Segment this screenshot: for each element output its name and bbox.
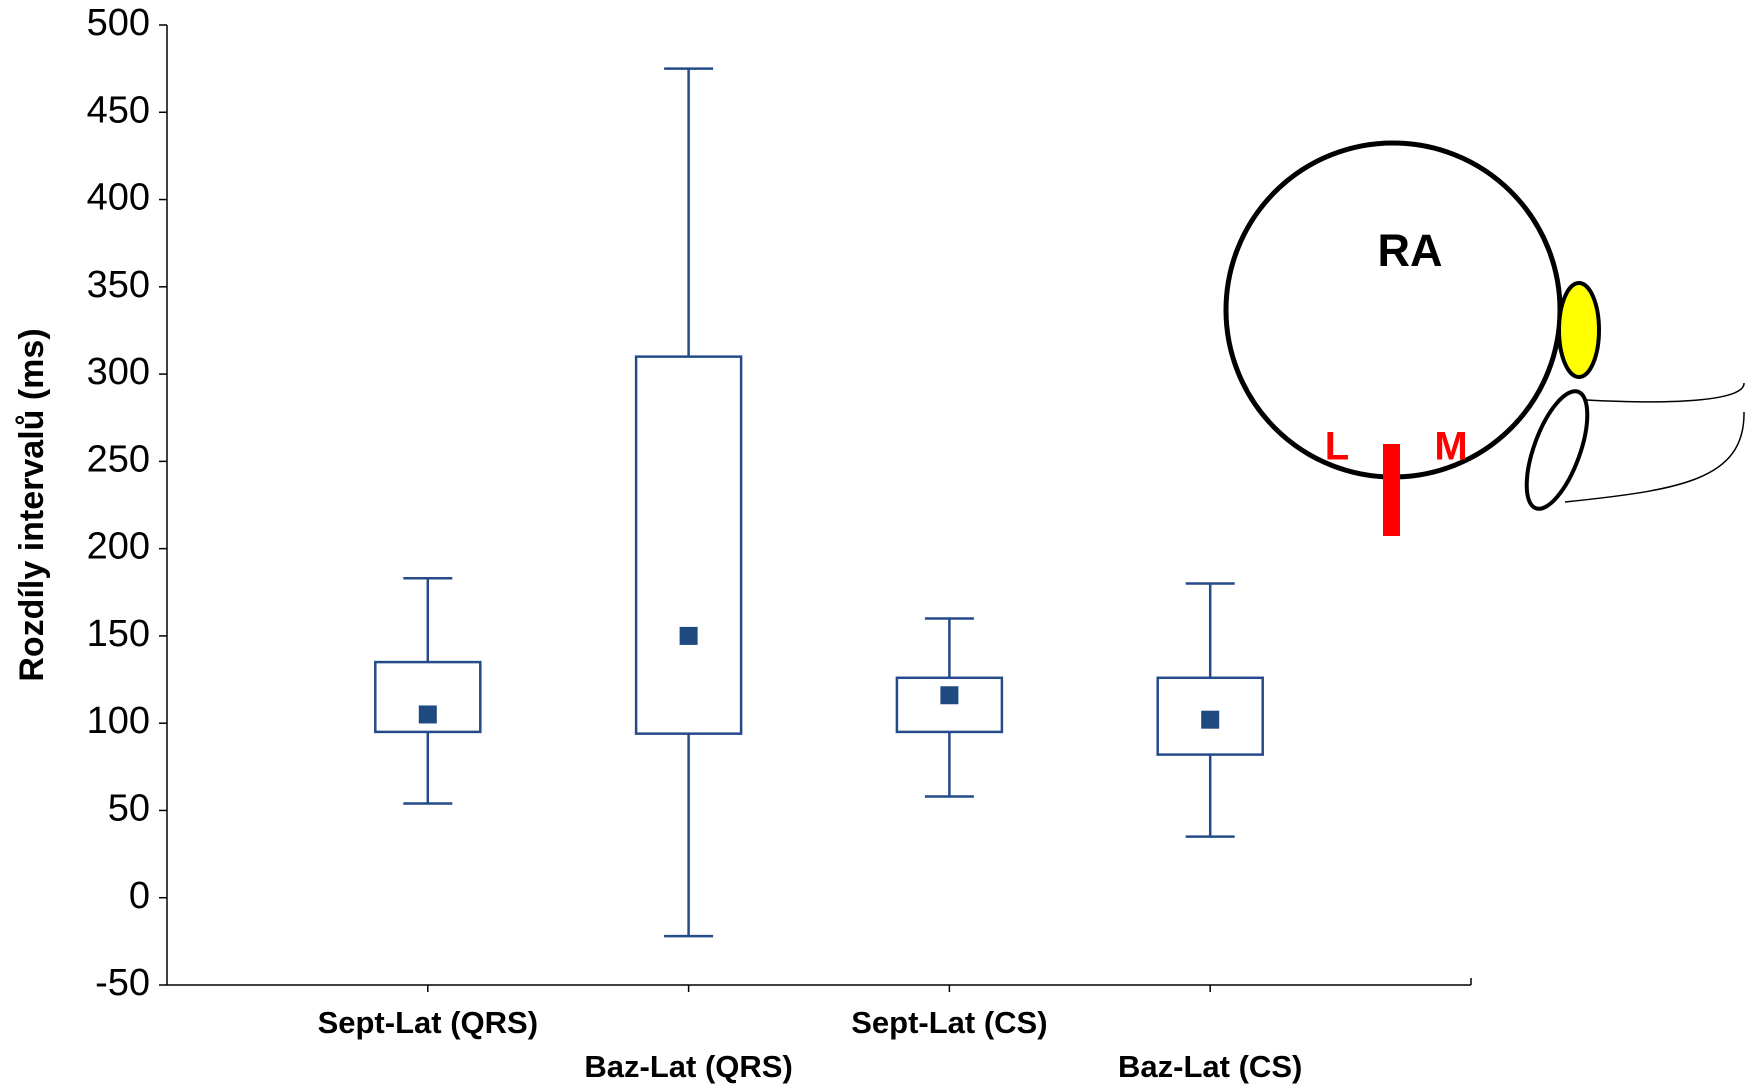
y-tick-label: 300 xyxy=(87,351,150,393)
y-tick-label: 100 xyxy=(87,700,150,742)
atrium-diagram: RA L M xyxy=(1223,140,1745,536)
y-tick-label: 450 xyxy=(87,89,150,131)
mean-marker xyxy=(1201,710,1220,729)
x-tick-label: Sept-Lat (QRS) xyxy=(318,1005,538,1040)
y-tick-label: -50 xyxy=(95,962,150,1004)
y-tick-label: 500 xyxy=(87,2,150,44)
y-tick-label: 200 xyxy=(87,526,150,568)
x-tick-label: Baz-Lat (CS) xyxy=(1118,1049,1302,1084)
y-axis-label: Rozdíly intervalů (ms) xyxy=(13,328,51,681)
sinus-ellipse xyxy=(1524,389,1590,511)
x-tick-label: Baz-Lat (QRS) xyxy=(584,1049,792,1084)
y-tick-label: 350 xyxy=(87,264,150,306)
l-label: L xyxy=(1325,425,1349,469)
ra-label: RA xyxy=(1378,225,1443,276)
vessel-line xyxy=(1564,411,1745,503)
mean-marker xyxy=(940,686,959,705)
vessel-line xyxy=(1586,382,1745,403)
m-label: M xyxy=(1434,425,1467,469)
y-tick-label: 50 xyxy=(108,787,150,829)
atrium-circle xyxy=(1223,140,1563,480)
yellow-ellipse xyxy=(1557,281,1601,379)
mean-marker xyxy=(418,705,437,724)
red-marker xyxy=(1383,444,1400,536)
y-tick-label: 0 xyxy=(129,875,150,917)
box xyxy=(634,355,743,735)
mean-marker xyxy=(679,626,698,645)
y-tick-label: 250 xyxy=(87,438,150,480)
x-tick-label: Sept-Lat (CS) xyxy=(851,1005,1047,1040)
box xyxy=(895,676,1004,734)
y-tick-label: 150 xyxy=(87,613,150,655)
y-tick-label: 400 xyxy=(87,177,150,219)
